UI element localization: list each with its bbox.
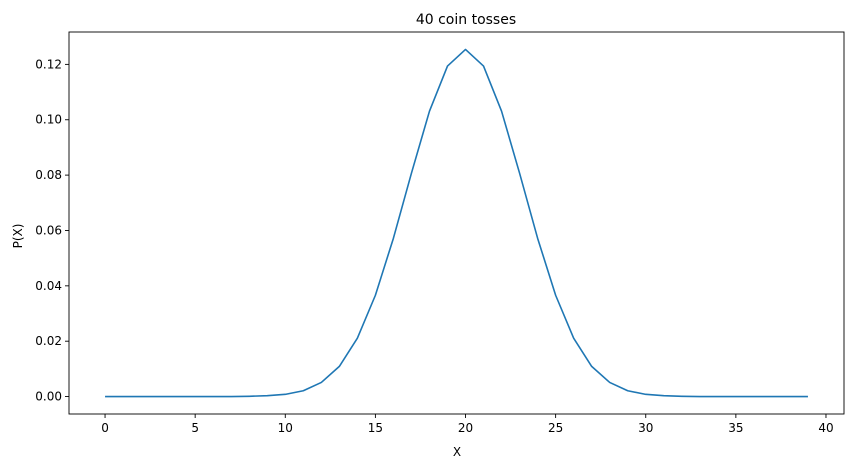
x-tick-label: 15	[368, 421, 383, 435]
x-tick-label: 30	[638, 421, 653, 435]
y-tick-label: 0.00	[35, 390, 62, 404]
chart-title: 40 coin tosses	[416, 12, 516, 28]
x-tick-label: 35	[728, 421, 743, 435]
x-tick-label: 40	[818, 421, 833, 435]
y-tick-label: 0.04	[35, 279, 62, 293]
plot-area	[68, 31, 845, 415]
y-tick-label: 0.08	[35, 168, 62, 182]
series-line-1	[105, 48, 808, 398]
y-tick-label: 0.06	[35, 223, 62, 237]
y-axis: 0.00 0.02 0.04 0.06 0.08 0.10 0.12	[35, 57, 69, 404]
y-tick-label: 0.02	[35, 334, 62, 348]
x-axis: 0 5 10 15 20 25 30 35 40	[101, 414, 834, 435]
y-axis-label: P(X)	[11, 224, 25, 249]
x-tick-label: 0	[101, 421, 109, 435]
x-tick-label: 20	[458, 421, 473, 435]
y-tick-label: 0.10	[35, 113, 62, 127]
y-tick-label: 0.12	[35, 57, 62, 71]
x-tick-label: 5	[191, 421, 199, 435]
plot-frame	[68, 31, 845, 415]
x-axis-label: X	[453, 445, 461, 459]
x-tick-label: 25	[548, 421, 563, 435]
x-tick-label: 10	[278, 421, 293, 435]
